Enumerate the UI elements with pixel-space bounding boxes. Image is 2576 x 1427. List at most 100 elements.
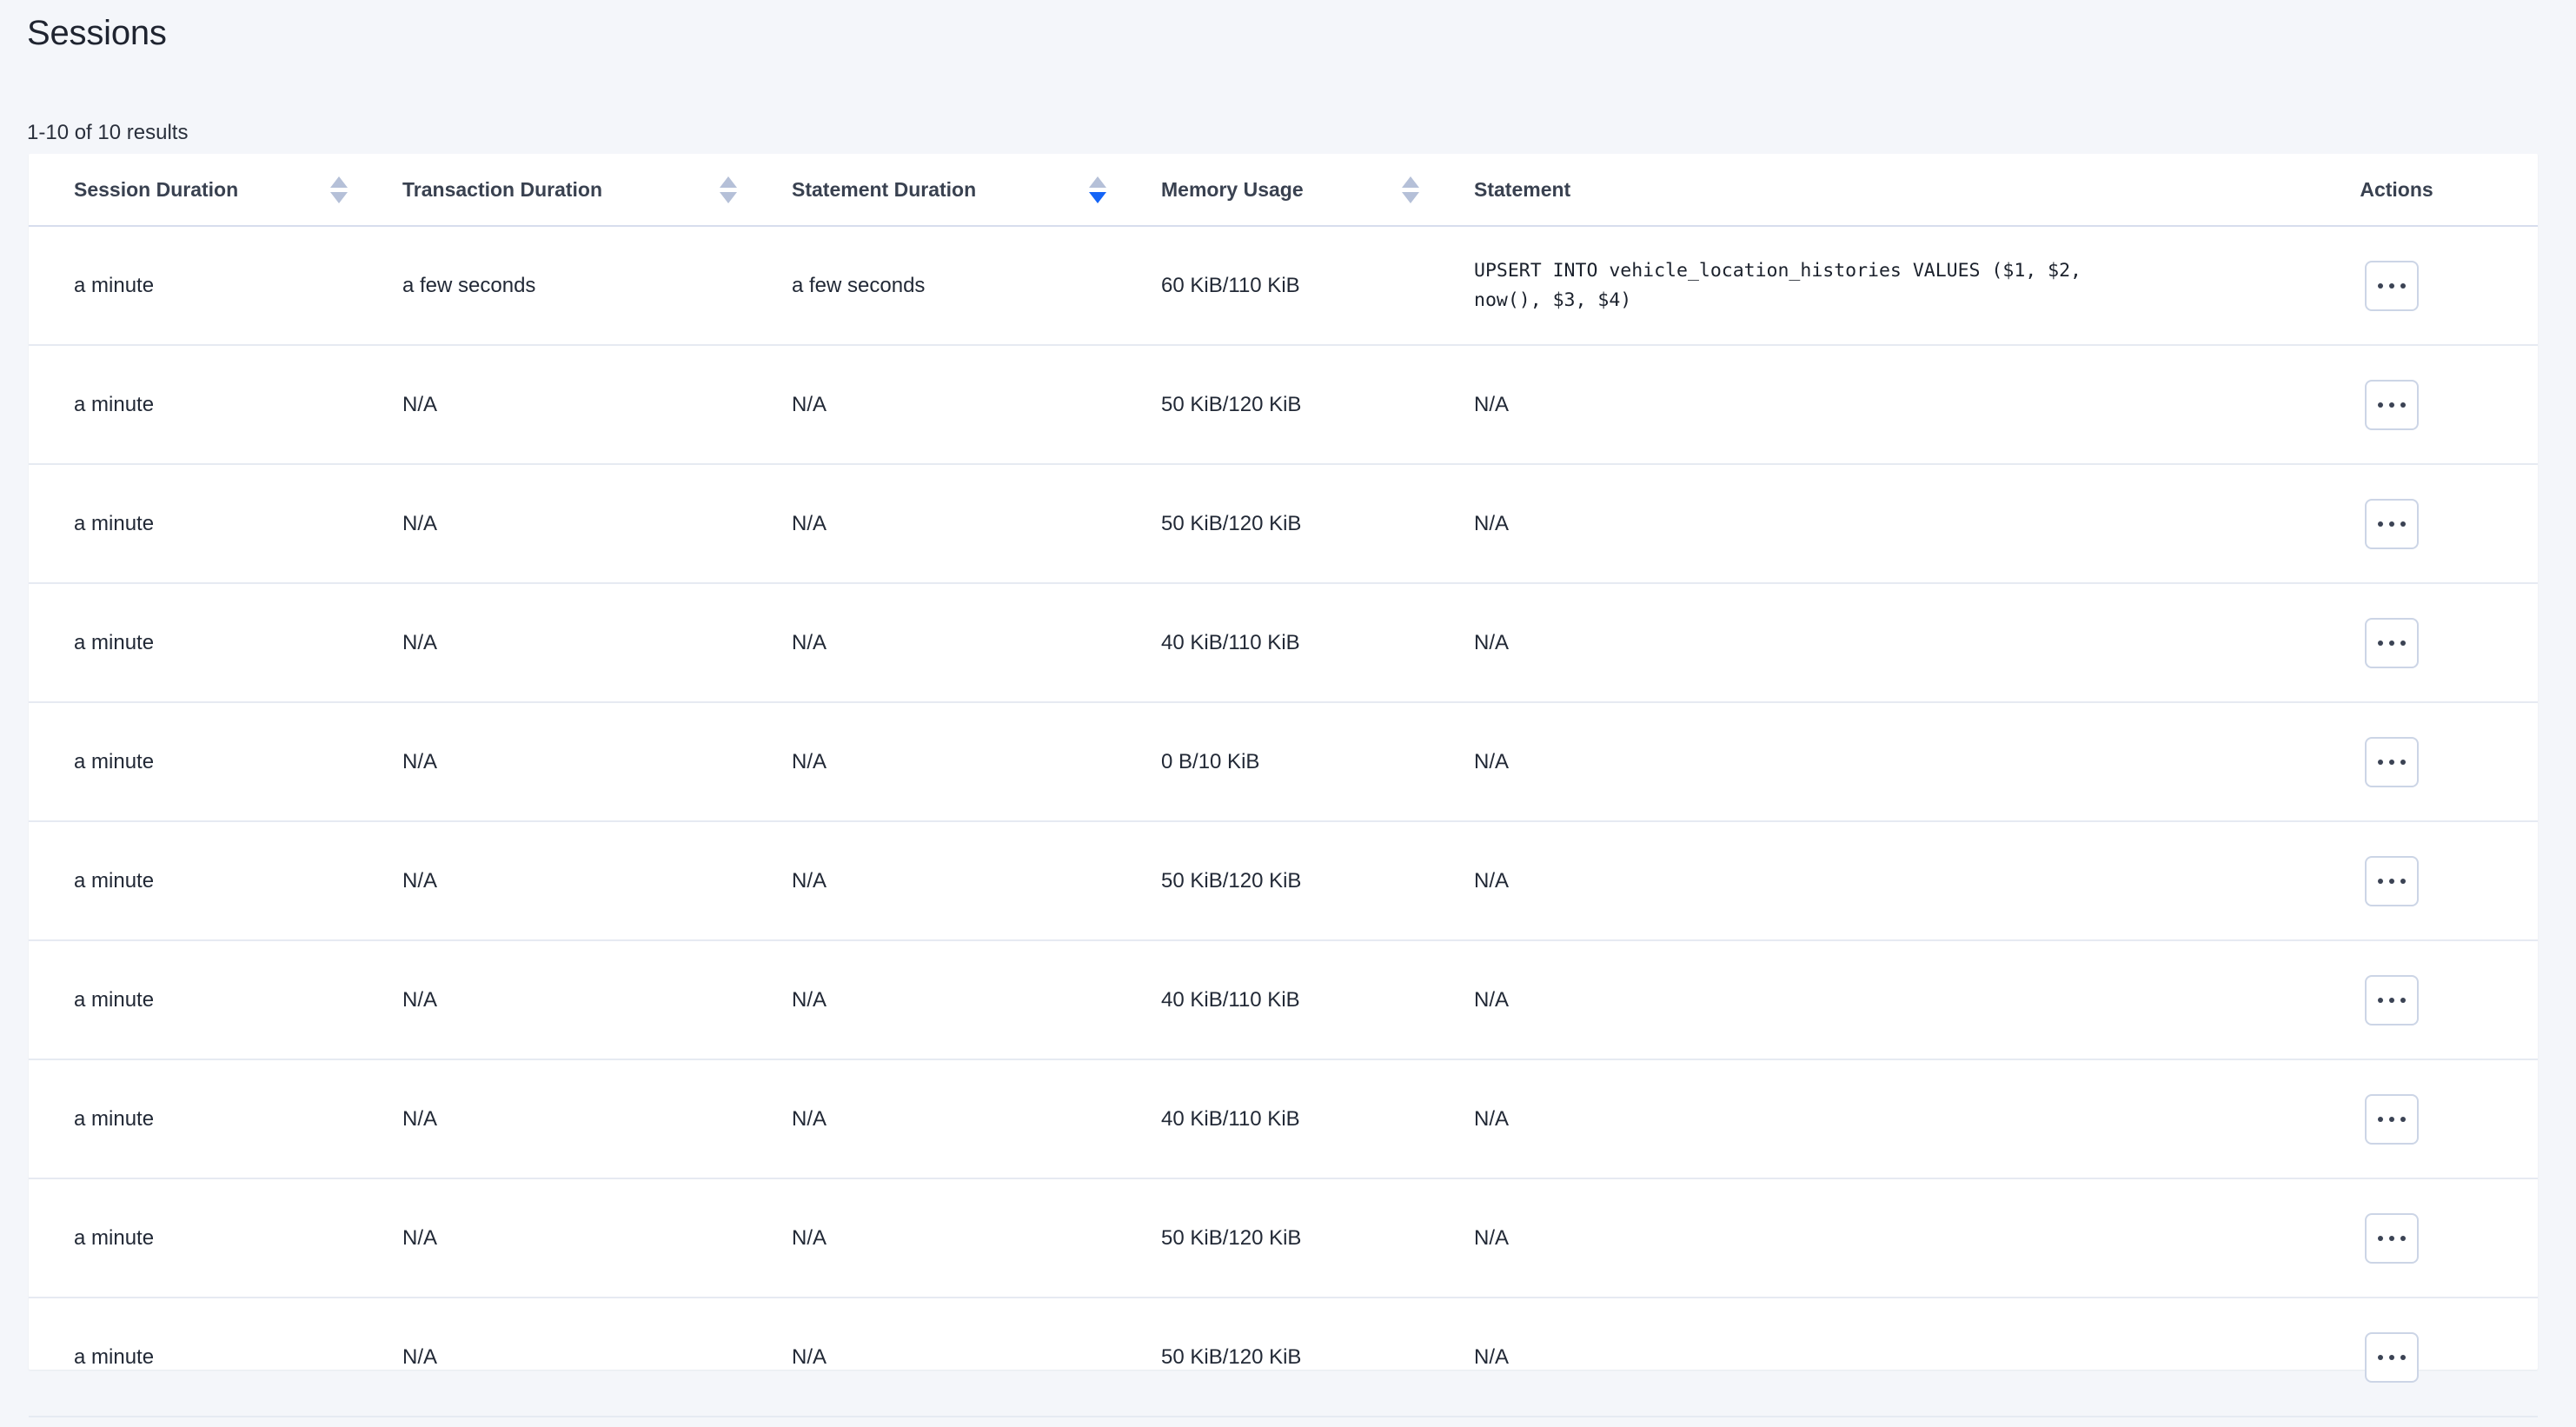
statement-cell: N/A — [1444, 821, 2334, 941]
session-duration-cell-value: a minute — [74, 630, 155, 654]
actions-cell-inner — [2334, 260, 2538, 311]
transaction-duration-cell-value: N/A — [402, 1344, 438, 1369]
statement-duration-cell: a few seconds — [761, 226, 1131, 346]
actions-cell-inner — [2334, 736, 2538, 787]
row-actions-menu-button[interactable] — [2365, 1212, 2419, 1264]
statement-duration-cell: N/A — [761, 702, 1131, 822]
ellipsis-dot — [2400, 282, 2406, 289]
transaction-duration-cell-value: N/A — [402, 868, 438, 893]
transaction-duration-cell-value: N/A — [402, 1106, 438, 1131]
sort-none-icon[interactable] — [1402, 176, 1419, 203]
session-duration-cell: a minute — [29, 464, 372, 584]
transaction-duration-cell: N/A — [372, 1059, 761, 1179]
ellipsis-dot — [2378, 1235, 2383, 1241]
ellipsis-dot — [2389, 282, 2394, 289]
statement-duration-cell: N/A — [761, 821, 1131, 941]
sort-ascending-arrow-icon — [1402, 176, 1419, 188]
row-actions-menu-button[interactable] — [2365, 1093, 2419, 1145]
table-body: a minute a few seconds a few seconds 60 KiB… — [29, 226, 2538, 1417]
column-header-transaction-duration[interactable]: Transaction Duration — [372, 154, 761, 227]
actions-cell — [2334, 583, 2538, 703]
row-actions-menu-button[interactable] — [2365, 736, 2419, 787]
transaction-duration-cell: N/A — [372, 464, 761, 584]
row-actions-menu-button[interactable] — [2365, 1331, 2419, 1383]
sort-ascending-arrow-icon — [720, 176, 737, 188]
transaction-duration-cell-value: N/A — [402, 392, 438, 416]
actions-cell — [2334, 226, 2538, 346]
actions-cell — [2334, 1178, 2538, 1298]
ellipsis-dot — [2389, 997, 2394, 1003]
statement-duration-cell-value: N/A — [792, 392, 827, 416]
row-actions-menu-button[interactable] — [2365, 617, 2419, 668]
memory-usage-cell-value: 40 KiB/110 KiB — [1161, 987, 1300, 1012]
actions-cell — [2334, 464, 2538, 584]
session-duration-cell: a minute — [29, 821, 372, 941]
actions-cell — [2334, 702, 2538, 822]
ellipsis-dot — [2389, 759, 2394, 765]
transaction-duration-cell-value: N/A — [402, 630, 438, 654]
ellipsis-dot — [2378, 878, 2383, 884]
transaction-duration-cell: N/A — [372, 1298, 761, 1417]
table-row: a minute N/A N/A 40 KiB/110 KiB N/A — [29, 1059, 2538, 1179]
sort-desc-icon[interactable] — [1089, 176, 1106, 203]
ellipsis-dot — [2378, 759, 2383, 765]
ellipsis-icon — [2378, 878, 2406, 884]
ellipsis-icon — [2378, 402, 2406, 408]
memory-usage-cell-value: 50 KiB/120 KiB — [1161, 1225, 1302, 1250]
row-actions-menu-button[interactable] — [2365, 260, 2419, 311]
actions-cell-inner — [2334, 617, 2538, 668]
column-header-label: Statement — [1474, 178, 1571, 201]
ellipsis-dot — [2378, 1354, 2383, 1360]
ellipsis-dot — [2400, 997, 2406, 1003]
column-header-statement-duration[interactable]: Statement Duration — [761, 154, 1131, 227]
sort-descending-arrow-icon — [330, 191, 348, 203]
statement-duration-cell: N/A — [761, 1178, 1131, 1298]
ellipsis-dot — [2389, 402, 2394, 408]
memory-usage-cell-value: 40 KiB/110 KiB — [1161, 630, 1300, 654]
row-actions-menu-button[interactable] — [2365, 498, 2419, 549]
statement-cell: N/A — [1444, 940, 2334, 1060]
session-duration-cell-value: a minute — [74, 987, 155, 1012]
table-row: a minute N/A N/A 40 KiB/110 KiB N/A — [29, 583, 2538, 703]
row-actions-menu-button[interactable] — [2365, 379, 2419, 430]
session-duration-cell: a minute — [29, 702, 372, 822]
column-header-memory-usage[interactable]: Memory Usage — [1131, 154, 1444, 227]
statement-value: N/A — [1474, 1225, 1510, 1250]
column-header-label: Actions — [2360, 178, 2433, 201]
actions-cell — [2334, 1059, 2538, 1179]
memory-usage-cell: 40 KiB/110 KiB — [1131, 1059, 1444, 1179]
transaction-duration-cell-value: N/A — [402, 987, 438, 1012]
actions-cell-inner — [2334, 855, 2538, 906]
row-actions-menu-button[interactable] — [2365, 855, 2419, 906]
transaction-duration-cell-value: N/A — [402, 749, 438, 773]
statement-cell: N/A — [1444, 345, 2334, 465]
actions-cell — [2334, 940, 2538, 1060]
statement-value: N/A — [1474, 511, 1510, 535]
statement-value: N/A — [1474, 1344, 1510, 1369]
actions-cell — [2334, 1298, 2538, 1417]
statement-cell: N/A — [1444, 1059, 2334, 1179]
memory-usage-cell-value: 50 KiB/120 KiB — [1161, 1344, 1302, 1369]
column-header-inner: Transaction Duration — [372, 176, 761, 203]
statement-duration-cell-value: N/A — [792, 1106, 827, 1131]
memory-usage-cell-value: 50 KiB/120 KiB — [1161, 511, 1302, 535]
ellipsis-dot — [2389, 1235, 2394, 1241]
statement-duration-cell: N/A — [761, 583, 1131, 703]
ellipsis-dot — [2400, 521, 2406, 527]
session-duration-cell-value: a minute — [74, 749, 155, 773]
memory-usage-cell: 50 KiB/120 KiB — [1131, 464, 1444, 584]
sessions-table-card: Session Duration Transaction Duration Stat… — [29, 154, 2538, 1417]
statement-duration-cell-value: a few seconds — [792, 273, 926, 297]
column-header-label: Memory Usage — [1161, 178, 1304, 201]
sort-descending-arrow-icon — [720, 191, 737, 203]
column-header-session-duration[interactable]: Session Duration — [29, 154, 372, 227]
ellipsis-dot — [2389, 640, 2394, 646]
memory-usage-cell: 60 KiB/110 KiB — [1131, 226, 1444, 346]
sessions-table: Session Duration Transaction Duration Stat… — [29, 154, 2538, 1417]
sort-none-icon[interactable] — [330, 176, 348, 203]
ellipsis-icon — [2378, 282, 2406, 289]
row-actions-menu-button[interactable] — [2365, 974, 2419, 1025]
actions-cell-inner — [2334, 1093, 2538, 1145]
sort-none-icon[interactable] — [720, 176, 737, 203]
statement-value: N/A — [1474, 987, 1510, 1012]
